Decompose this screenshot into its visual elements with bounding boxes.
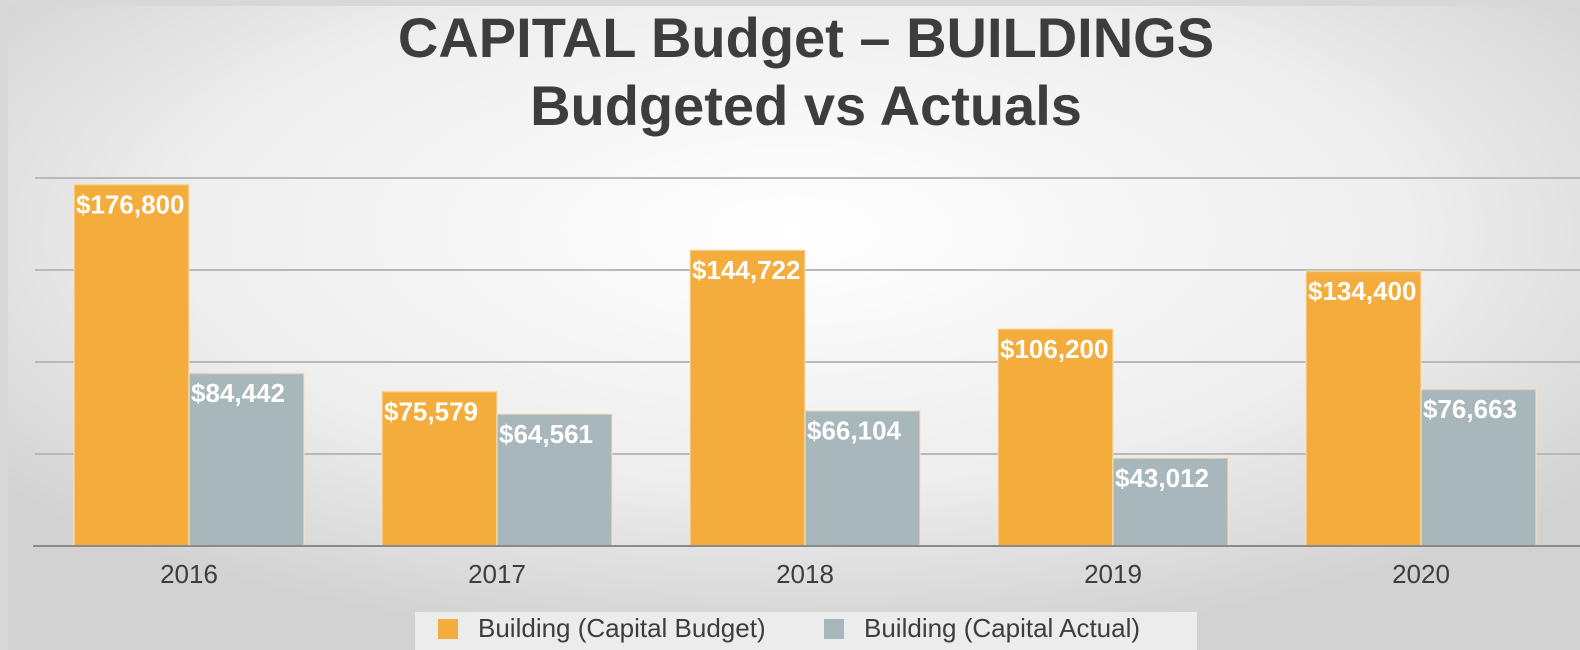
data-label: $66,104 (807, 416, 902, 446)
data-label: $84,442 (191, 378, 285, 408)
bar (1305, 270, 1422, 547)
x-tick-label: 2018 (776, 559, 834, 589)
legend-box (415, 612, 1197, 650)
bar (73, 183, 190, 547)
x-tick-label: 2016 (160, 559, 218, 589)
data-label: $144,722 (692, 255, 800, 285)
data-label: $176,800 (76, 189, 184, 219)
data-label: $43,012 (1115, 463, 1209, 493)
bar (689, 249, 806, 548)
bar (804, 409, 921, 547)
chart-title: CAPITAL Budget – BUILDINGS (398, 6, 1214, 69)
data-label: $134,400 (1308, 276, 1416, 306)
legend-label: Building (Capital Budget) (478, 613, 766, 643)
bar (1112, 457, 1229, 548)
data-label: $64,561 (499, 419, 593, 449)
bar (188, 372, 305, 548)
x-tick-label: 2020 (1392, 559, 1450, 589)
x-tick-label: 2017 (468, 559, 526, 589)
x-tick-label: 2019 (1084, 559, 1142, 589)
legend-swatch (824, 619, 844, 639)
bar (997, 327, 1114, 547)
legend-label: Building (Capital Actual) (864, 613, 1140, 643)
data-label: $75,579 (384, 396, 478, 426)
chart-subtitle: Budgeted vs Actuals (530, 74, 1082, 137)
data-label: $106,200 (1000, 334, 1108, 364)
bar (496, 413, 613, 548)
legend-swatch (438, 619, 458, 639)
bar (1420, 388, 1537, 547)
data-label: $76,663 (1423, 394, 1517, 424)
